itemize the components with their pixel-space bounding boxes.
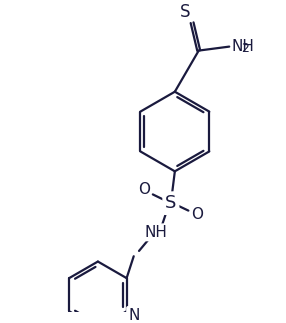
Text: NH: NH — [231, 39, 254, 54]
Text: 2: 2 — [241, 42, 249, 55]
Text: N: N — [128, 308, 140, 323]
Text: S: S — [179, 4, 190, 21]
Text: NH: NH — [145, 225, 168, 240]
Text: S: S — [165, 194, 176, 212]
Text: O: O — [138, 182, 150, 197]
Text: O: O — [191, 207, 203, 222]
